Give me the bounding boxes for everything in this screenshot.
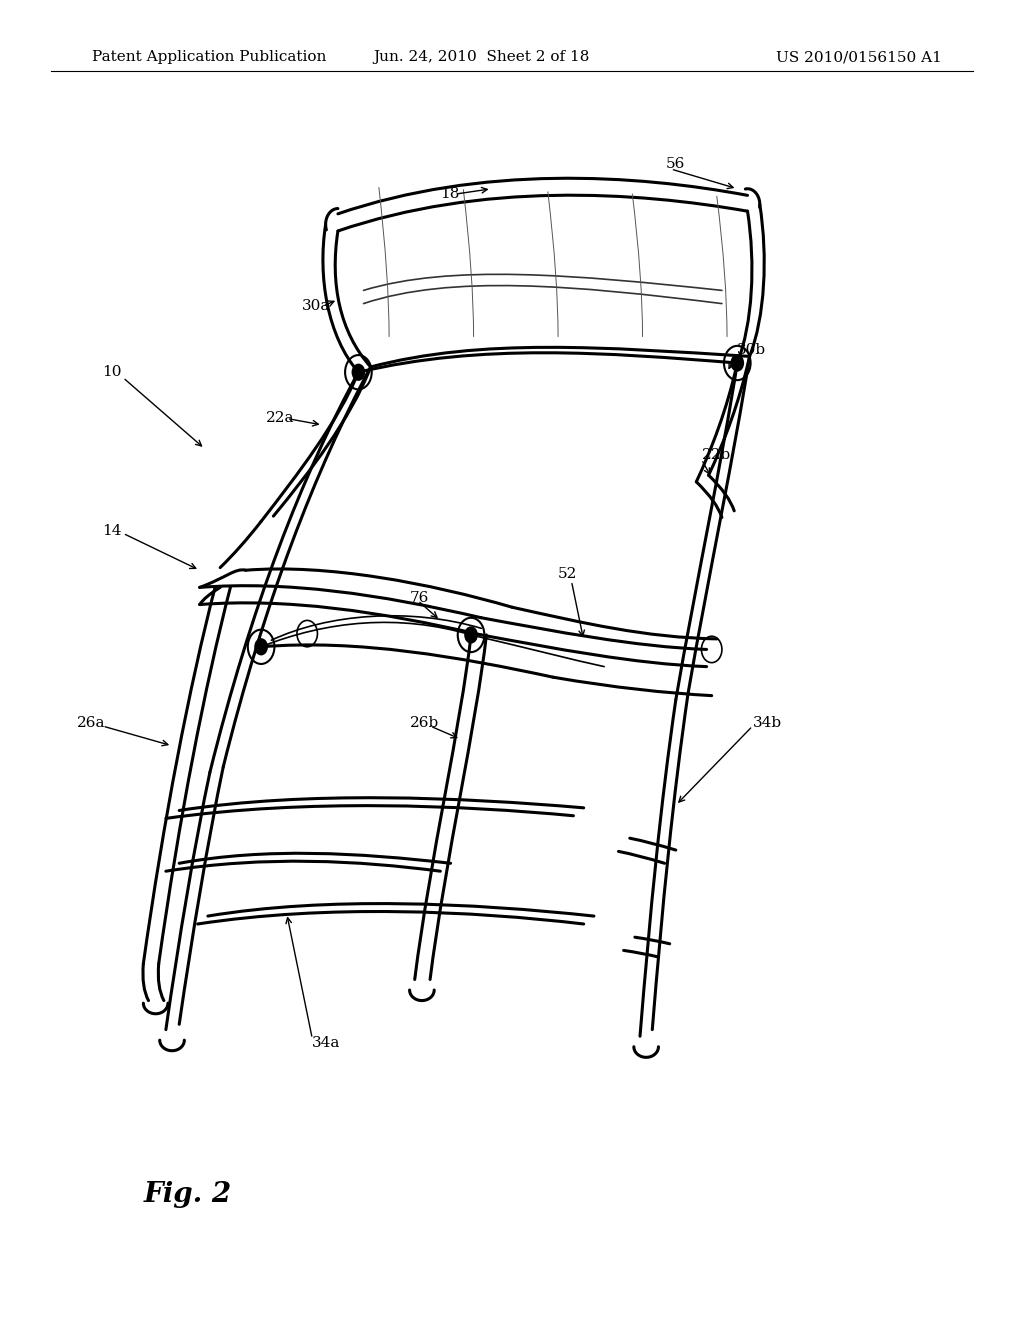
Text: 14: 14 [102,524,122,537]
Text: Patent Application Publication: Patent Application Publication [92,50,327,65]
Text: 30b: 30b [737,343,766,356]
Circle shape [255,639,267,655]
Text: 56: 56 [666,157,685,170]
Text: 52: 52 [558,568,578,581]
Text: 22a: 22a [266,412,295,425]
Text: US 2010/0156150 A1: US 2010/0156150 A1 [776,50,942,65]
Text: 30a: 30a [302,300,331,313]
Text: 22b: 22b [701,449,731,462]
Text: 10: 10 [102,366,122,379]
Text: 34a: 34a [312,1036,341,1049]
Text: 76: 76 [410,591,429,605]
Text: 34b: 34b [753,717,781,730]
Circle shape [731,355,743,371]
Circle shape [465,627,477,643]
Text: 26b: 26b [410,717,439,730]
Text: Jun. 24, 2010  Sheet 2 of 18: Jun. 24, 2010 Sheet 2 of 18 [373,50,590,65]
Circle shape [352,364,365,380]
Text: 18: 18 [440,187,460,201]
Text: 26a: 26a [77,717,105,730]
Text: Fig. 2: Fig. 2 [143,1181,231,1208]
